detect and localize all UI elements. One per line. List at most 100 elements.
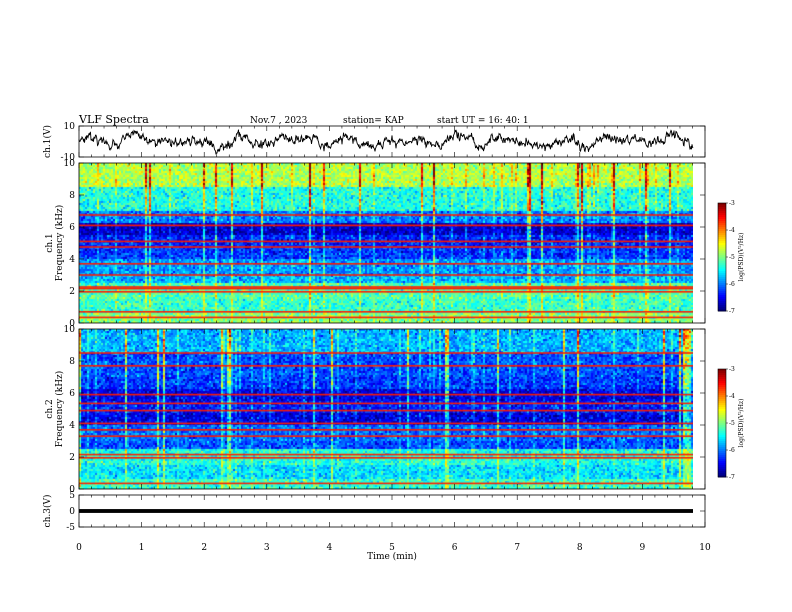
x-tick-label: 10 — [699, 543, 711, 553]
y-tick-label: 2 — [69, 287, 75, 297]
colorbar-swatch — [718, 297, 726, 300]
colorbar-swatch — [718, 447, 726, 450]
x-tick-label: 7 — [514, 543, 520, 553]
y-tick-label: 5 — [69, 491, 75, 501]
x-tick-label: 3 — [264, 543, 270, 553]
start-time-label: start UT = 16: 40: 1 — [437, 116, 529, 126]
figure-title: VLF Spectra — [78, 113, 149, 126]
ch1-trace-line — [78, 129, 694, 155]
x-tick-label: 6 — [452, 543, 458, 553]
colorbar: -7 -6 -5 -4 -3 log(PSD)(V²/Hz) — [717, 200, 745, 315]
colorbar-swatch — [718, 399, 726, 402]
colorbar-swatch — [718, 379, 726, 382]
colorbar-tick-label: -7 — [729, 474, 735, 481]
colorbar-swatch — [718, 215, 726, 218]
colorbar-swatch — [718, 203, 726, 206]
colorbar-swatch — [718, 285, 726, 288]
colorbar-swatch — [718, 267, 726, 270]
colorbar-swatch — [718, 445, 726, 448]
date-label: Nov.7 , 2023 — [250, 116, 308, 126]
colorbar-swatch — [718, 441, 726, 444]
colorbar-tick-label: -3 — [729, 366, 735, 373]
colorbar-swatch — [718, 425, 726, 428]
ch2-spectrogram-panel: 0 2 4 6 8 10 ch.2 Frequency (kHz) -7 -6 -5 -4 -3 log(… — [45, 325, 745, 495]
colorbar-swatch — [718, 227, 726, 230]
colorbar-swatch — [718, 277, 726, 280]
colorbar-swatch — [718, 401, 726, 404]
colorbar-swatch — [718, 287, 726, 290]
colorbar-swatch — [718, 281, 726, 284]
colorbar-swatch — [718, 259, 726, 262]
colorbar-swatch — [718, 221, 726, 224]
y-axis-label-frequency: Frequency (kHz) — [54, 371, 65, 448]
colorbar-swatch — [718, 393, 726, 396]
y-tick-label: 6 — [69, 389, 75, 399]
colorbar-swatch — [718, 209, 726, 212]
colorbar-swatch — [718, 461, 726, 464]
colorbar-swatch — [718, 469, 726, 472]
colorbar-swatch — [718, 373, 726, 376]
colorbar-swatch — [718, 383, 726, 386]
x-tick-label: 5 — [389, 543, 395, 553]
colorbar-swatch — [718, 305, 726, 308]
colorbar-swatch — [718, 237, 726, 240]
colorbar-swatch — [718, 407, 726, 410]
y-tick-label: 6 — [69, 223, 75, 233]
colorbar-swatch — [718, 303, 726, 306]
colorbar-swatch — [718, 231, 726, 234]
colorbar-swatch — [718, 271, 726, 274]
colorbar-tick-label: -3 — [729, 200, 735, 207]
y-tick-label: -5 — [66, 523, 75, 533]
colorbar-swatch — [718, 299, 726, 302]
colorbar-swatch — [718, 279, 726, 282]
y-tick-label: 10 — [64, 122, 76, 132]
colorbar-swatch — [718, 223, 726, 226]
colorbar-swatch — [718, 415, 726, 418]
colorbar-swatch — [718, 455, 726, 458]
ch3-trace-band — [79, 509, 693, 513]
colorbar-swatch — [718, 239, 726, 242]
colorbar-swatch — [718, 235, 726, 238]
colorbar-swatch — [718, 429, 726, 432]
colorbar-swatch — [718, 307, 726, 310]
colorbar-swatch — [718, 207, 726, 210]
ch1-spectrogram-panel: 0 2 4 6 8 10 ch.1 Frequency (kHz) -7 -6 -5 -4 -3 log(… — [45, 159, 745, 329]
colorbar-swatch — [718, 475, 726, 478]
colorbar-swatch — [718, 301, 726, 304]
x-tick-label: 9 — [640, 543, 646, 553]
colorbar-swatch — [718, 263, 726, 266]
spectrogram-image — [79, 163, 693, 323]
colorbar-swatch — [718, 405, 726, 408]
colorbar-swatch — [718, 375, 726, 378]
colorbar-swatch — [718, 409, 726, 412]
colorbar-swatch — [718, 467, 726, 470]
x-tick-label: 2 — [201, 543, 207, 553]
colorbar-swatch — [718, 463, 726, 466]
colorbar-tick-label: -7 — [729, 308, 735, 315]
x-tick-label: 4 — [327, 543, 333, 553]
y-axis-label: ch.3(V) — [42, 495, 53, 528]
spectrogram-image — [79, 329, 693, 489]
colorbar-swatch — [718, 435, 726, 438]
colorbar-swatch — [718, 219, 726, 222]
colorbar: -7 -6 -5 -4 -3 log(PSD)(V²/Hz) — [717, 366, 745, 481]
colorbar-swatch — [718, 261, 726, 264]
y-tick-label: 4 — [69, 255, 75, 265]
colorbar-swatch — [718, 411, 726, 414]
colorbar-swatch — [718, 249, 726, 252]
x-tick-label: 0 — [76, 543, 82, 553]
colorbar-swatch — [718, 439, 726, 442]
y-tick-label: 8 — [69, 357, 75, 367]
colorbar-swatch — [718, 273, 726, 276]
colorbar-swatch — [718, 371, 726, 374]
colorbar-swatch — [718, 295, 726, 298]
colorbar-swatch — [718, 403, 726, 406]
colorbar-swatch — [718, 395, 726, 398]
colorbar-swatch — [718, 389, 726, 392]
colorbar-swatch — [718, 413, 726, 416]
colorbar-swatch — [718, 453, 726, 456]
colorbar-tick-label: -5 — [729, 420, 735, 427]
colorbar-swatch — [718, 251, 726, 254]
y-axis-label-frequency: Frequency (kHz) — [54, 205, 65, 282]
